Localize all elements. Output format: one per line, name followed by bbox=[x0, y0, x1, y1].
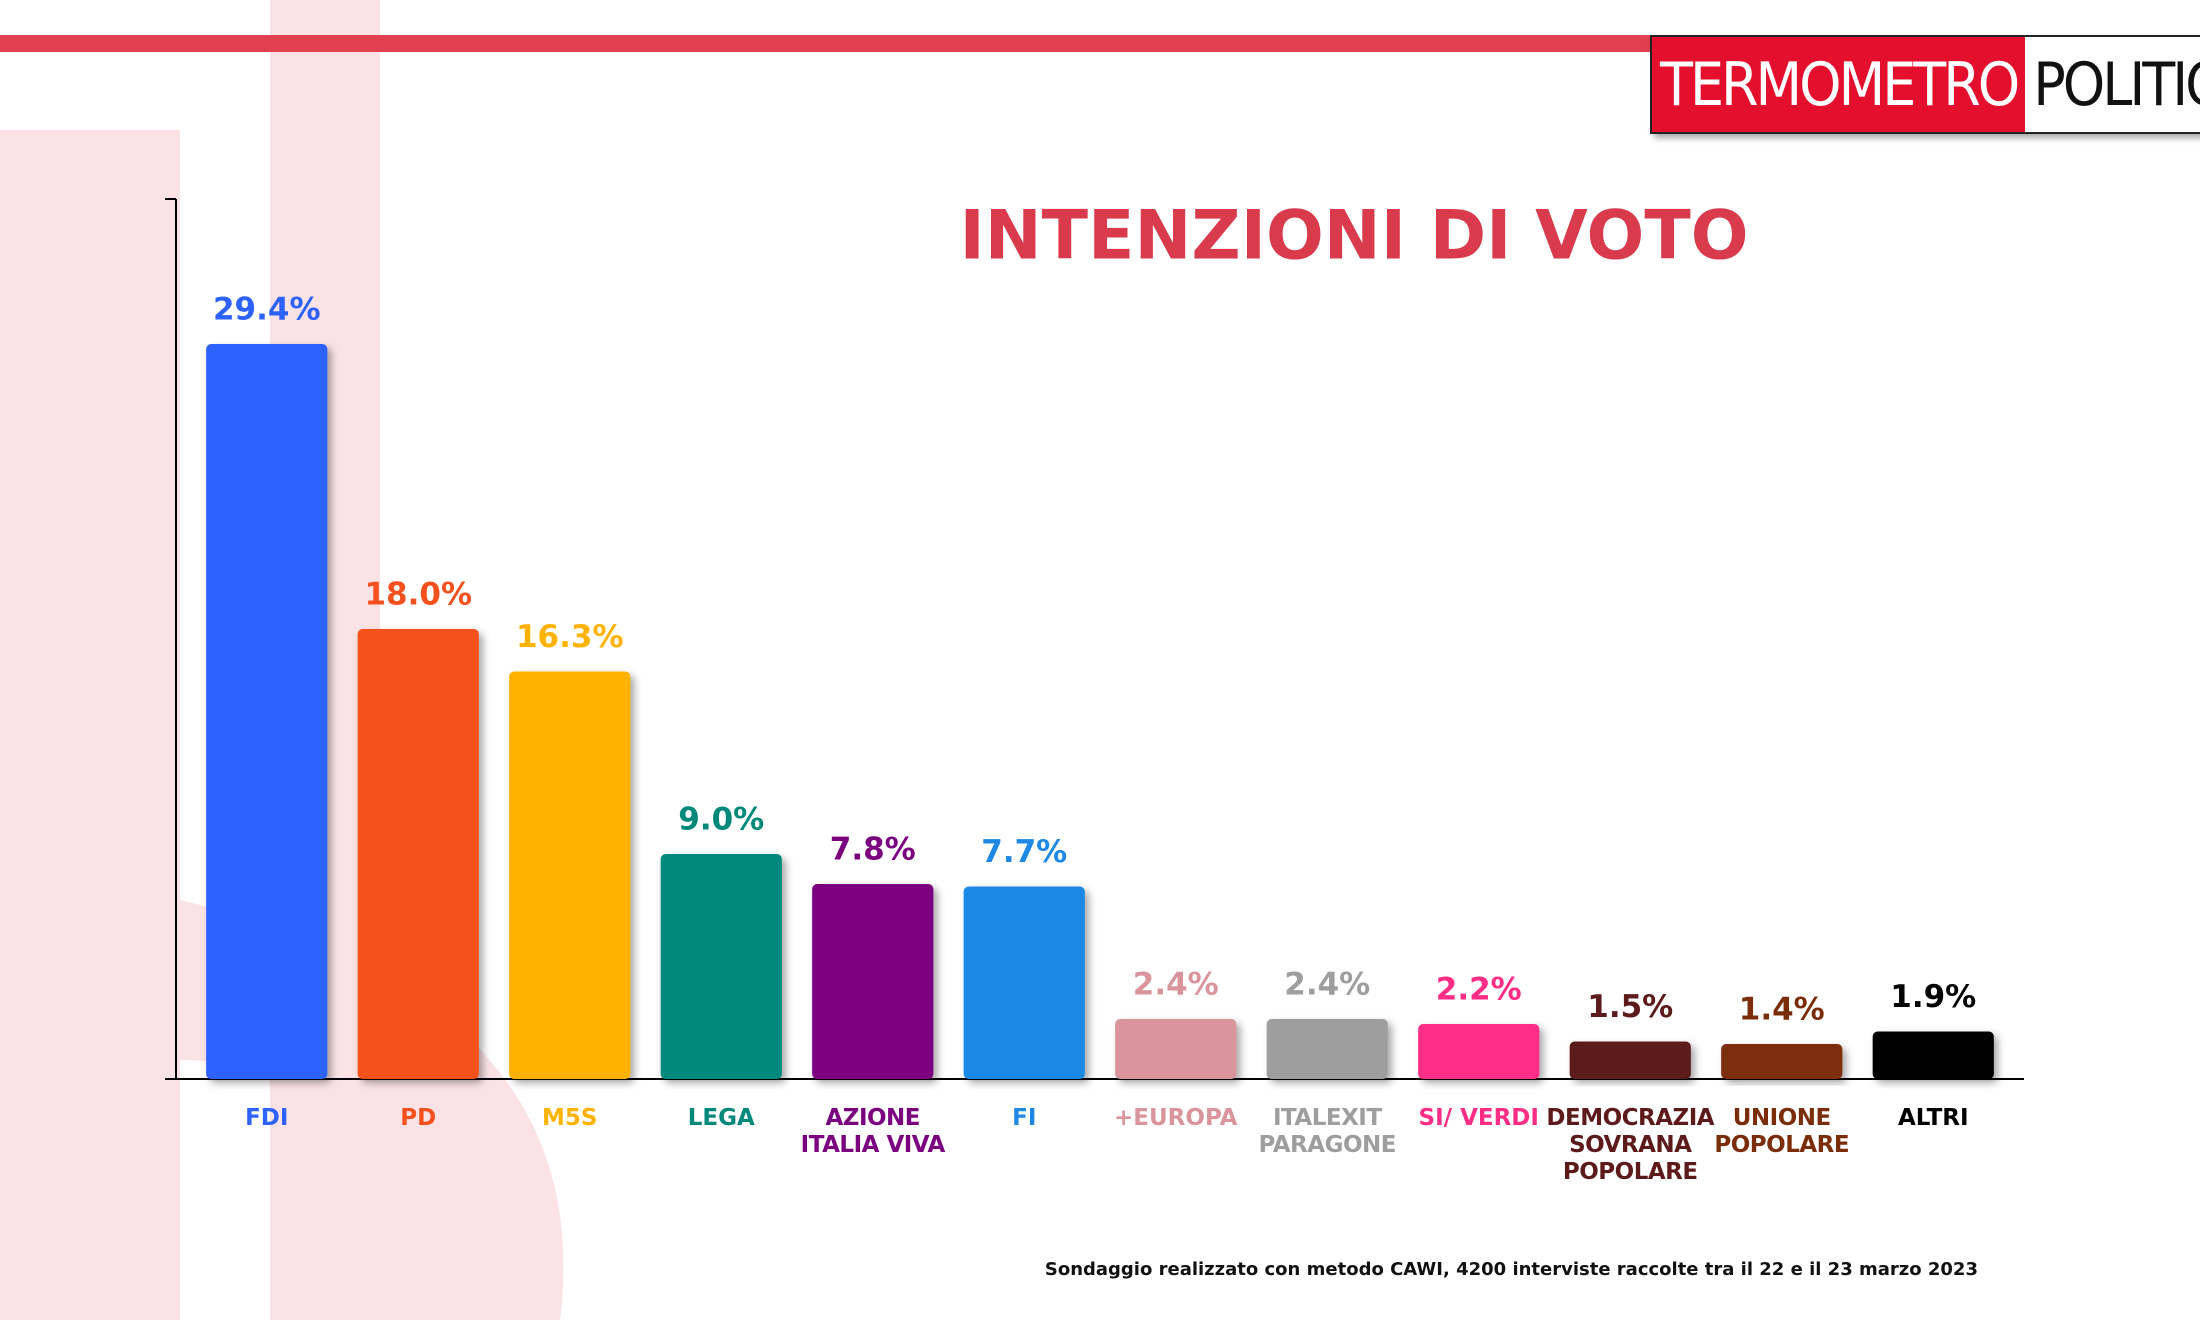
bar bbox=[1721, 1044, 1843, 1079]
value-label: 2.4% bbox=[1284, 967, 1370, 1003]
value-label: 7.8% bbox=[830, 832, 916, 868]
bar bbox=[357, 629, 479, 1079]
value-label: 18.0% bbox=[364, 577, 472, 613]
value-label: 2.4% bbox=[1133, 967, 1219, 1003]
x-tick-label: ALTRI bbox=[1897, 1105, 1969, 1131]
bar bbox=[206, 344, 328, 1079]
value-label: 1.5% bbox=[1587, 989, 1673, 1025]
bar bbox=[1266, 1019, 1388, 1079]
value-label: 1.4% bbox=[1739, 992, 1825, 1028]
value-label: 9.0% bbox=[678, 802, 764, 838]
x-tick-label: UNIONE POPOLARE bbox=[1714, 1105, 1850, 1158]
bar bbox=[1872, 1031, 1994, 1079]
value-label: 7.7% bbox=[981, 834, 1067, 870]
bar bbox=[509, 671, 631, 1079]
x-tick-label: FI bbox=[1012, 1105, 1037, 1131]
x-tick-label: M5S bbox=[542, 1105, 598, 1131]
x-tick-label: PD bbox=[400, 1105, 437, 1131]
logo-left: TERMOMETRO bbox=[1652, 37, 2026, 132]
logo-right: POLITICO bbox=[2025, 37, 2200, 132]
x-tick-label: FDI bbox=[245, 1105, 289, 1131]
x-tick-label: LEGA bbox=[687, 1105, 755, 1131]
bar bbox=[1115, 1019, 1237, 1079]
value-label: 1.9% bbox=[1890, 979, 1976, 1015]
x-tick-label: +EUROPA bbox=[1114, 1105, 1238, 1131]
x-tick-label: SI/ VERDI bbox=[1418, 1105, 1539, 1131]
chart-title: INTENZIONI DI VOTO bbox=[959, 197, 1748, 276]
value-label: 2.2% bbox=[1436, 972, 1522, 1008]
caption: Sondaggio realizzato con metodo CAWI, 42… bbox=[1045, 1259, 1978, 1280]
value-label: 29.4% bbox=[213, 292, 321, 328]
bar bbox=[1418, 1024, 1540, 1079]
x-tick-label: AZIONE ITALIA VIVA bbox=[800, 1105, 946, 1158]
x-tick-label: ITALEXIT PARAGONE bbox=[1258, 1105, 1397, 1158]
x-tick-label: DEMOCRAZIA SOVRANA POPOLARE bbox=[1546, 1105, 1715, 1185]
value-label: 16.3% bbox=[516, 619, 624, 655]
bar bbox=[660, 854, 782, 1079]
bar bbox=[963, 886, 1085, 1079]
logo: TERMOMETRO POLITICO bbox=[1650, 35, 2200, 134]
bar bbox=[812, 884, 934, 1079]
bar bbox=[1569, 1041, 1691, 1079]
